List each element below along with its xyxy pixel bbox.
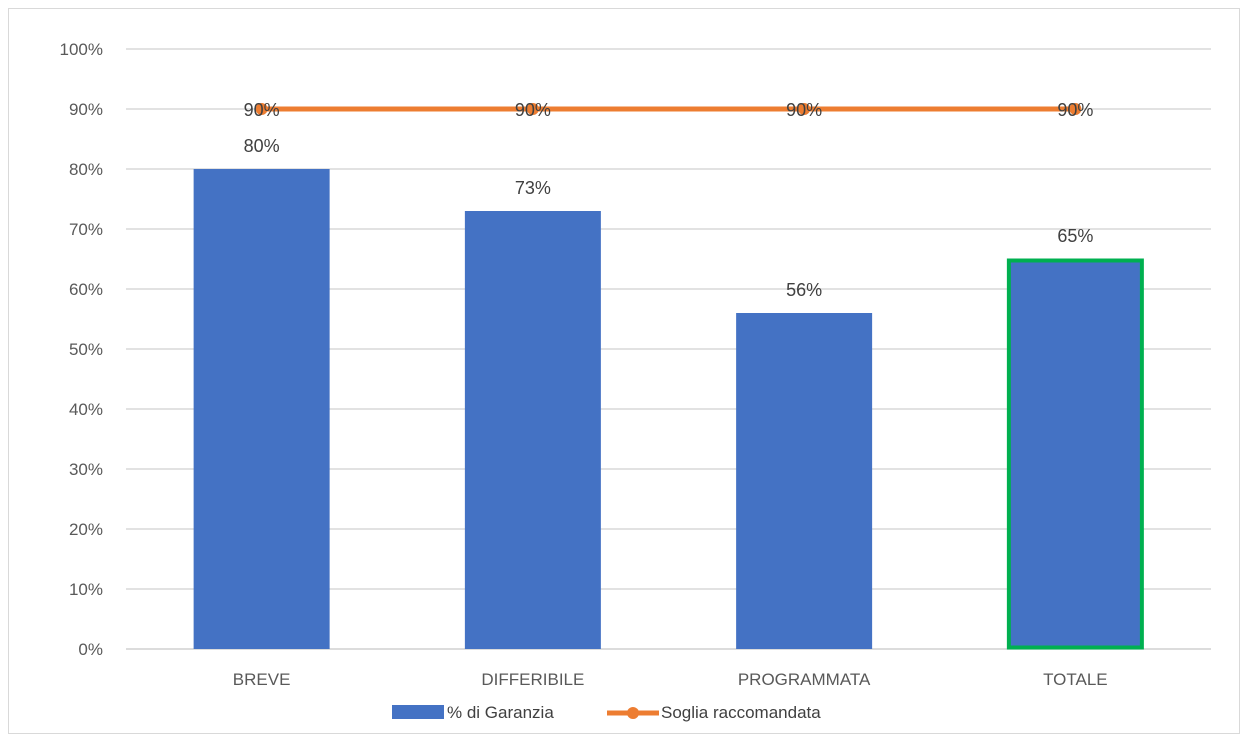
y-tick-label: 40% bbox=[69, 400, 103, 419]
y-tick-label: 80% bbox=[69, 160, 103, 179]
chart-area: 0% 10% 20% 30% 40% 50% 60% 70% 80% 90% 100% BREVE D… bbox=[8, 8, 1240, 734]
threshold-data-label: 90% bbox=[1057, 100, 1093, 120]
y-tick-label: 100% bbox=[60, 40, 103, 59]
threshold-data-label: 90% bbox=[786, 100, 822, 120]
legend-label-line: Soglia raccomandata bbox=[661, 703, 821, 722]
x-tick-label: PROGRAMMATA bbox=[738, 670, 871, 689]
x-axis-ticks: BREVE DIFFERIBILE PROGRAMMATA TOTALE bbox=[233, 670, 1108, 689]
bar bbox=[464, 211, 601, 649]
legend-label-bars: % di Garanzia bbox=[447, 703, 554, 722]
x-tick-label: TOTALE bbox=[1043, 670, 1108, 689]
y-axis-ticks: 0% 10% 20% 30% 40% 50% 60% 70% 80% 90% 100% bbox=[60, 40, 103, 659]
bar bbox=[736, 313, 873, 649]
threshold-point bbox=[1069, 103, 1082, 115]
y-tick-label: 20% bbox=[69, 520, 103, 539]
bar-data-label: 65% bbox=[1057, 226, 1093, 246]
bar-data-label: 80% bbox=[244, 136, 280, 156]
y-tick-label: 30% bbox=[69, 460, 103, 479]
legend-swatch-bars bbox=[392, 705, 444, 719]
y-tick-label: 60% bbox=[69, 280, 103, 299]
legend-swatch-marker bbox=[627, 707, 639, 719]
bar bbox=[193, 169, 330, 649]
threshold-data-label: 90% bbox=[515, 100, 551, 120]
legend: % di Garanzia Soglia raccomandata bbox=[392, 703, 821, 722]
bar-data-label: 56% bbox=[786, 280, 822, 300]
bar-data-label: 73% bbox=[515, 178, 551, 198]
threshold-line bbox=[255, 103, 1082, 115]
y-tick-label: 10% bbox=[69, 580, 103, 599]
x-tick-label: BREVE bbox=[233, 670, 291, 689]
threshold-point bbox=[526, 103, 539, 115]
bar-line-chart: 0% 10% 20% 30% 40% 50% 60% 70% 80% 90% 100% BREVE D… bbox=[60, 40, 1211, 722]
y-tick-label: 90% bbox=[69, 100, 103, 119]
data-labels: 80% 73% 56% 65% 90% 90% 90% 90% bbox=[244, 100, 1094, 300]
bar-highlighted bbox=[1006, 258, 1144, 650]
threshold-data-label: 90% bbox=[244, 100, 280, 120]
threshold-point bbox=[798, 103, 811, 115]
x-tick-label: DIFFERIBILE bbox=[481, 670, 584, 689]
bars bbox=[193, 169, 1144, 650]
y-tick-label: 50% bbox=[69, 340, 103, 359]
threshold-point bbox=[255, 103, 268, 115]
y-tick-label: 70% bbox=[69, 220, 103, 239]
y-tick-label: 0% bbox=[78, 640, 103, 659]
